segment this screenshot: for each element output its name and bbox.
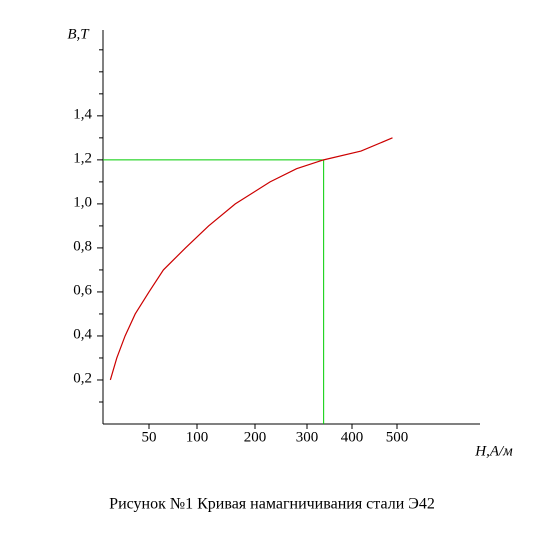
x-tick-label: 50 — [142, 429, 157, 445]
y-tick-label: 0,2 — [73, 370, 92, 386]
x-tick-label: 100 — [186, 429, 209, 445]
y-tick-label: 1,0 — [73, 194, 92, 210]
caption: Рисунок №1 Кривая намагничивания стали Э… — [109, 496, 435, 513]
x-tick-label: 300 — [296, 429, 319, 445]
x-tick-label: 500 — [386, 429, 409, 445]
x-axis-label: H,A/м — [474, 443, 513, 459]
x-tick-label: 200 — [244, 429, 267, 445]
x-tick-label: 400 — [341, 429, 364, 445]
y-tick-label: 1,2 — [73, 150, 92, 166]
y-tick-label: 0,8 — [73, 238, 92, 254]
curve — [109, 137, 393, 381]
y-tick-label: 0,6 — [73, 282, 92, 298]
y-tick-label: 1,4 — [73, 106, 92, 122]
y-axis-label: B,T — [67, 26, 90, 42]
y-tick-label: 0,4 — [73, 326, 92, 342]
